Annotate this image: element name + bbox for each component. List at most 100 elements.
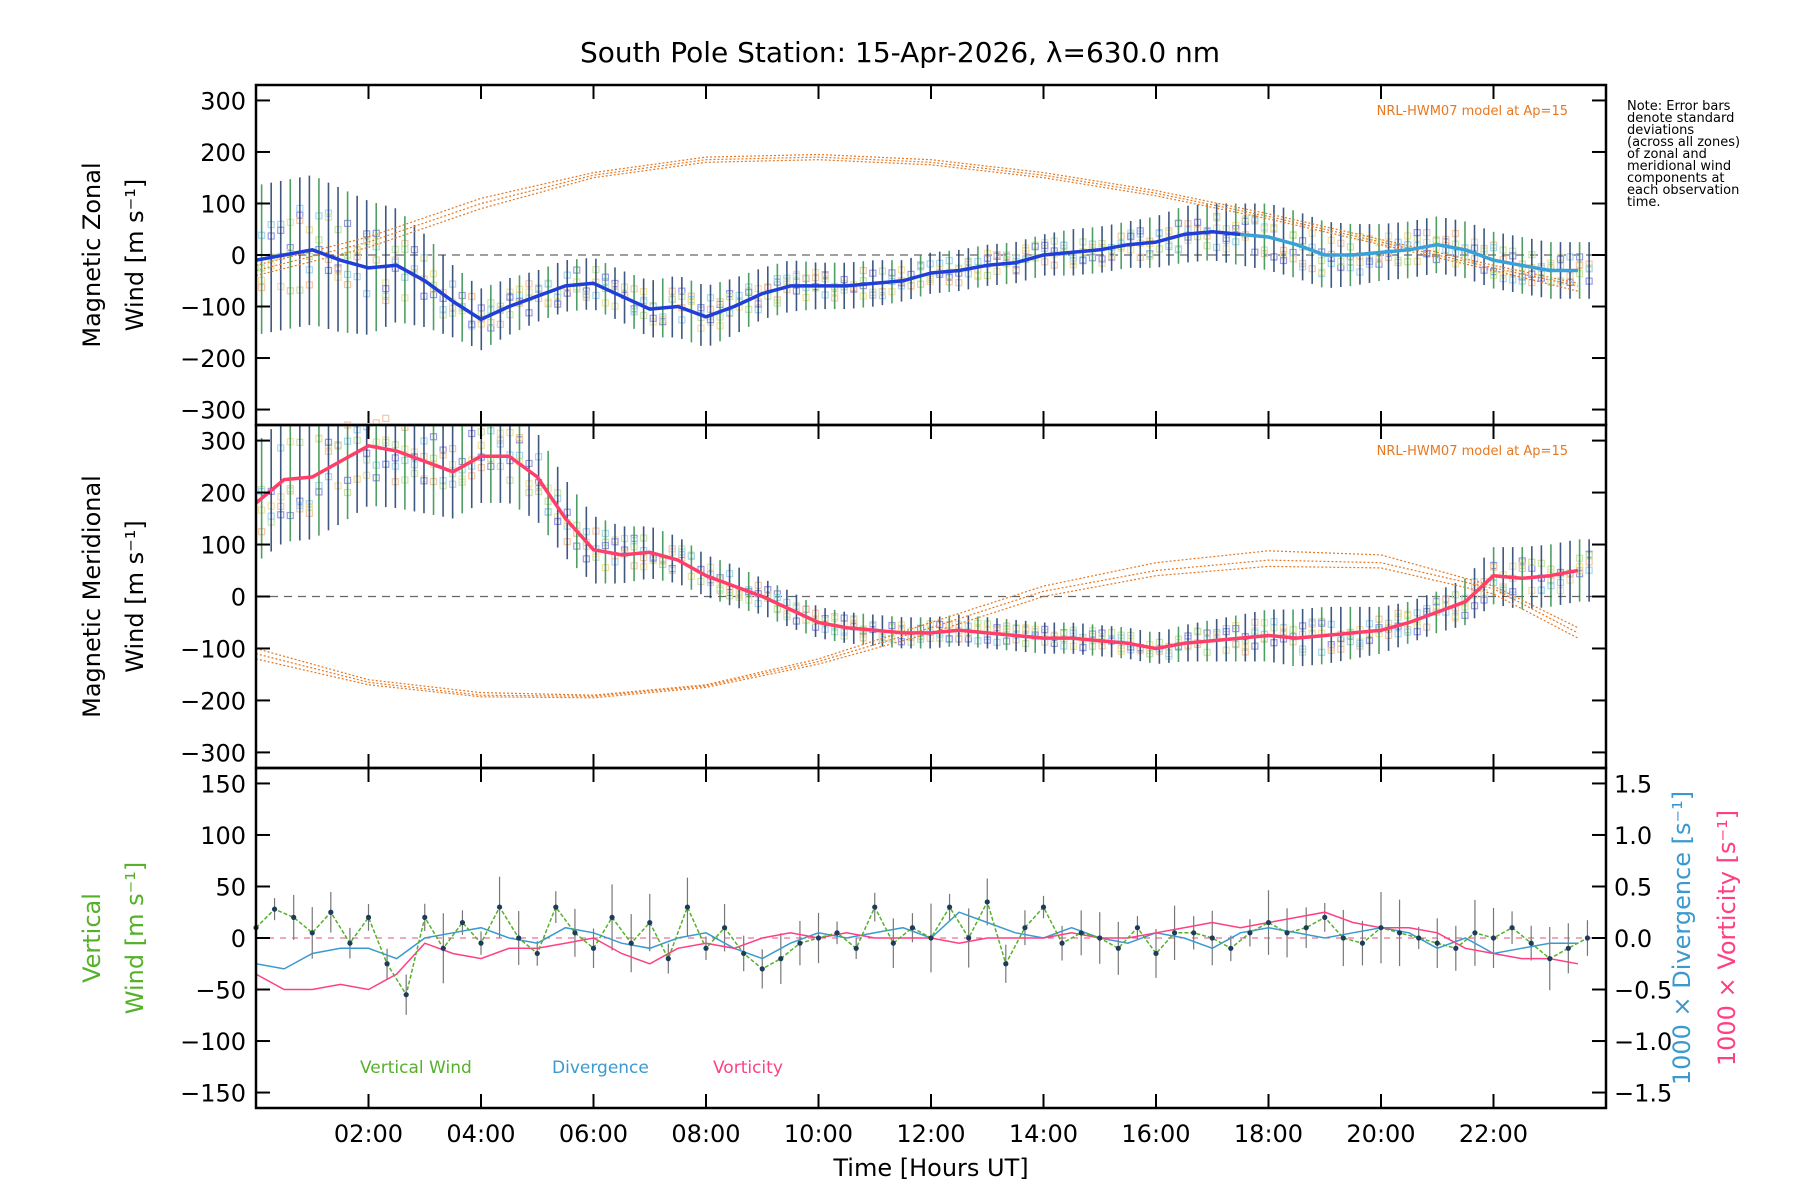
right-y-tick-label: 1.0 — [1614, 822, 1652, 850]
y-tick-label: 0 — [231, 242, 246, 270]
vertical-wind-point — [946, 904, 953, 910]
x-tick-label: 14:00 — [1009, 1120, 1078, 1148]
y-tick-label: −50 — [195, 977, 246, 1005]
right-y-tick-label: −1.5 — [1614, 1080, 1672, 1108]
model-label: NRL-HWM07 model at Ap=15 — [1377, 444, 1568, 459]
vertical-wind-point — [872, 904, 878, 910]
x-tick-label: 02:00 — [334, 1120, 403, 1148]
x-tick-label: 04:00 — [446, 1120, 515, 1148]
y-tick-label: 0 — [231, 925, 246, 953]
y-axis-label-line-2: Wind [m s⁻¹] — [121, 520, 149, 672]
vertical-wind-point — [1378, 925, 1384, 931]
vertical-wind-point — [309, 930, 315, 936]
vertical-wind-point — [984, 899, 990, 905]
y-tick-label: 200 — [200, 480, 246, 508]
vertical-wind-point — [478, 940, 484, 946]
model-curve-2 — [255, 156, 1579, 287]
x-tick-label: 06:00 — [559, 1120, 628, 1148]
vertical-wind-point — [422, 914, 428, 920]
divergence-line — [255, 911, 1578, 970]
legend-vertical-wind: Vertical Wind — [360, 1058, 472, 1078]
panel-vertical: Vertical Wind Divergence Vorticity −1.5 −1.0… — [78, 766, 1741, 1110]
vorticity-line — [255, 911, 1579, 991]
vertical-wind-point — [1434, 940, 1440, 946]
model-curve-1 — [255, 550, 1579, 696]
y-axis-label-line-1: Magnetic Zonal — [78, 162, 106, 347]
x-tick-label: 20:00 — [1346, 1120, 1415, 1148]
vertical-wind-point — [403, 992, 409, 998]
vertical-wind-point — [1490, 935, 1497, 941]
y-axis-label-line-2: Wind [m s⁻¹] — [121, 862, 149, 1014]
right-y-tick-label: 1.5 — [1614, 770, 1652, 798]
y-tick-label: 300 — [200, 428, 246, 456]
right-y-tick-label: −1.0 — [1614, 1028, 1672, 1056]
vertical-wind-point — [291, 914, 297, 920]
vertical-wind-point — [928, 935, 934, 941]
note-line: each observation — [1627, 183, 1739, 198]
x-tick-label: 18:00 — [1234, 1120, 1303, 1148]
legend-vorticity: Vorticity — [713, 1058, 783, 1078]
vertical-wind-point — [1097, 935, 1103, 941]
y-tick-label: 100 — [200, 822, 246, 850]
model-curve-2 — [255, 559, 1579, 697]
y-tick-label: 200 — [200, 139, 246, 167]
x-tick-label: 08:00 — [671, 1120, 740, 1148]
vertical-wind-point — [459, 919, 466, 926]
vertical-wind-point — [516, 935, 522, 941]
vertical-wind-point — [347, 940, 353, 946]
note-line: Note: Error bars — [1627, 99, 1731, 114]
vertical-wind-point — [1416, 935, 1422, 941]
right-y-tick-label: 0.5 — [1614, 873, 1652, 901]
vertical-wind-point — [1284, 930, 1290, 936]
plot-layer: NRL-HWM07 model at Ap=15 −300 −200 −100 0 100… — [78, 83, 1741, 1182]
vertical-wind-point — [1472, 930, 1478, 936]
vertical-wind-point — [534, 950, 540, 957]
note-line: denote standard — [1627, 111, 1734, 126]
vertical-wind-point — [890, 940, 896, 946]
vertical-wind-point — [1396, 930, 1403, 936]
mean-wind-line-late — [1240, 232, 1578, 273]
vertical-wind-point — [778, 956, 784, 962]
panel-frame — [254, 766, 1608, 1110]
vertical-wind-point — [609, 914, 615, 920]
y-tick-label: −100 — [180, 635, 246, 663]
vertical-wind-point — [365, 914, 372, 920]
vertical-wind-point — [1265, 919, 1272, 926]
note-line: deviations — [1627, 123, 1694, 138]
vertical-wind-point — [1528, 940, 1534, 946]
vertical-wind-point — [1565, 945, 1571, 951]
y-tick-label: 50 — [215, 873, 246, 901]
vertical-wind-point — [440, 945, 446, 951]
vertical-wind-point — [1153, 950, 1159, 957]
vertical-wind-point — [665, 956, 671, 962]
vertical-wind-point — [553, 904, 559, 910]
y-tick-label: 100 — [200, 532, 246, 560]
y-tick-label: 300 — [200, 87, 246, 115]
chart-title: South Pole Station: 15-Apr-2026, λ=630.0… — [580, 36, 1220, 69]
x-tick-label: 12:00 — [896, 1120, 965, 1148]
vertical-wind-point — [1171, 930, 1178, 936]
vertical-wind-point — [1115, 945, 1121, 951]
vertical-wind-point — [966, 935, 972, 941]
vertical-wind-point — [797, 940, 803, 946]
y-tick-label: −300 — [180, 397, 246, 425]
vertical-wind-point — [834, 930, 840, 936]
vertical-wind-point — [1247, 930, 1253, 936]
vertical-wind-point — [271, 906, 278, 912]
y-tick-label: 100 — [200, 190, 246, 218]
vertical-wind-point — [1359, 940, 1366, 946]
y-tick-label: −300 — [180, 739, 246, 767]
vertical-wind-point — [1078, 930, 1084, 936]
model-curve-1 — [255, 153, 1579, 284]
vertical-wind-point — [1584, 935, 1591, 941]
x-tick-label: 22:00 — [1459, 1120, 1528, 1148]
vertical-wind-line — [255, 899, 1588, 997]
vertical-wind-point — [628, 940, 634, 946]
panel-meridional: NRL-HWM07 model at Ap=15 −300 −200 −100 0 100… — [78, 414, 1608, 770]
y-axis-label-line-1: Magnetic Meridional — [78, 475, 106, 718]
vertical-wind-point — [1134, 925, 1141, 931]
y-tick-label: −100 — [180, 1028, 246, 1056]
zone-point — [382, 414, 390, 422]
